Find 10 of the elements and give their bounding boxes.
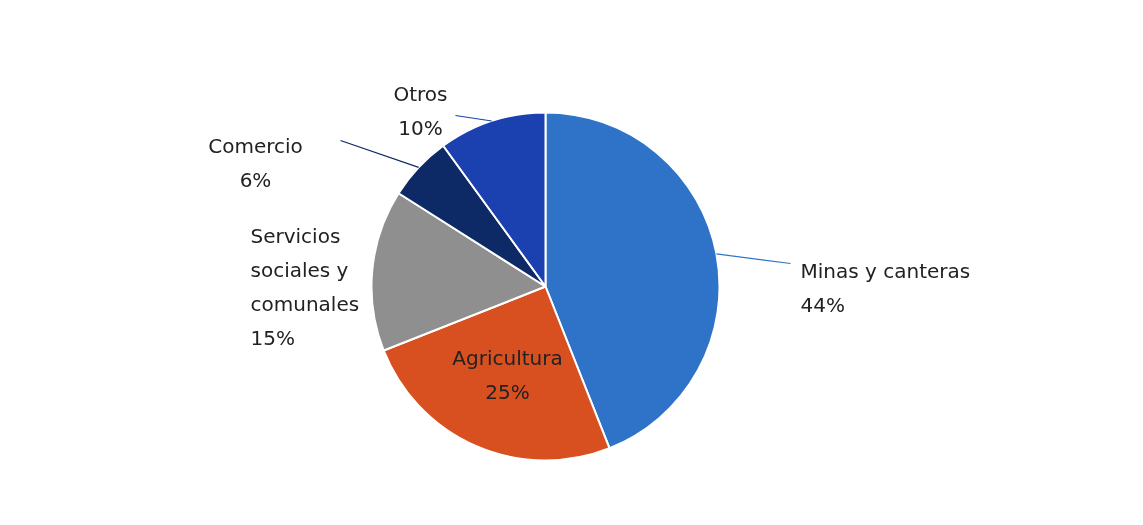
- data-label: 6%: [239, 167, 272, 192]
- slice-label: Minas y canteras: [800, 258, 971, 283]
- legend-label: Comercio: [208, 133, 303, 158]
- slice-label: Agricultura: [452, 345, 563, 370]
- data-label: 25%: [485, 379, 530, 404]
- data-label: 44%: [800, 292, 845, 317]
- data-label: 10%: [398, 115, 443, 140]
- slice-label: Otros: [393, 81, 448, 106]
- data-label: 15%: [250, 325, 295, 350]
- slice-label: Servicios sociales y comunales: [250, 223, 360, 316]
